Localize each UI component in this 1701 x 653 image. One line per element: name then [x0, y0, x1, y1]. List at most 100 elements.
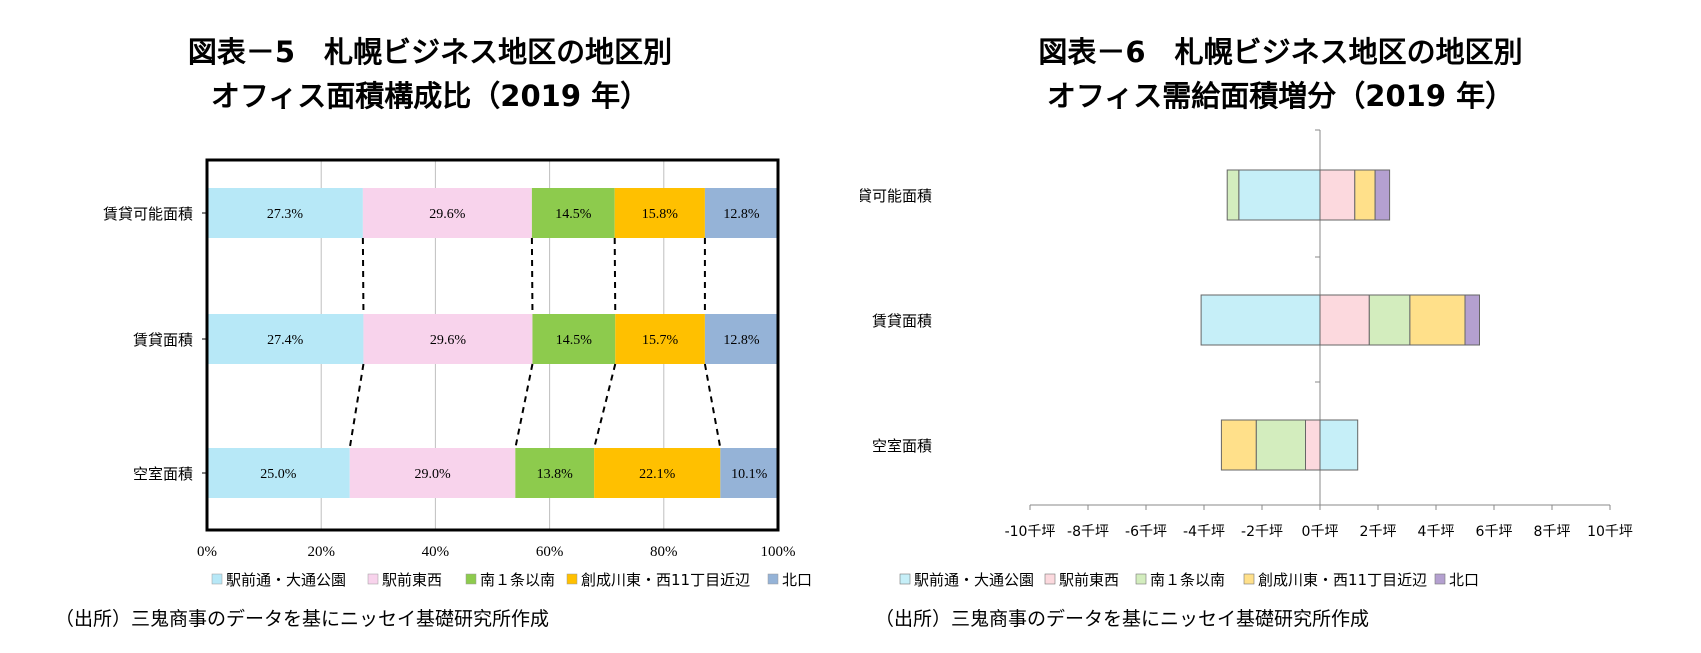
legend-label: 南１条以南 [480, 571, 555, 589]
legend-swatch [1135, 573, 1147, 585]
bar-segment [1409, 294, 1466, 346]
bar-segment [1305, 419, 1321, 471]
bar-segment [1226, 169, 1240, 221]
bar-segment [704, 314, 778, 364]
y-category-label: 空室面積 [133, 465, 193, 483]
series-connector-line [703, 363, 722, 449]
x-tick-label: -4千坪 [1183, 524, 1225, 540]
series-connector-line [348, 363, 365, 449]
y-category-label: 空室面積 [872, 437, 932, 455]
data-label: 29.6% [429, 207, 466, 222]
bar-segment [1374, 169, 1391, 221]
x-tick-label: 80% [650, 544, 678, 560]
series-connector-line [613, 237, 617, 315]
series-connector-line [514, 363, 534, 449]
bar-segment [207, 448, 350, 498]
x-tick-label: 60% [536, 544, 564, 560]
legend-label: 北口 [782, 571, 812, 589]
x-tick-label: -8千坪 [1067, 524, 1109, 540]
data-label: 15.7% [642, 333, 679, 348]
bar-segment [207, 314, 364, 364]
x-tick-label: 20% [307, 544, 335, 560]
data-label: 27.4% [267, 333, 304, 348]
y-category-label: 賃貸可能面積 [103, 205, 193, 223]
legend-swatch [566, 573, 578, 585]
chart-subtitle: オフィス面積構成比（2019 年） [210, 79, 650, 113]
data-label: 22.1% [639, 467, 676, 482]
chart-title: 図表－5 札幌ビジネス地区の地区別 [187, 35, 673, 69]
x-tick-label: 0千坪 [1302, 524, 1339, 540]
legend-label: 駅前通・大通公園 [914, 571, 1034, 589]
bar-segment [207, 188, 363, 238]
bar-segment [614, 188, 705, 238]
bar-segment [1238, 169, 1321, 221]
legend-label: 駅前東西 [1059, 571, 1119, 589]
x-tick-label: 0% [197, 544, 217, 560]
legend-swatch [767, 573, 779, 585]
data-label: 15.8% [642, 207, 679, 222]
chart-subtitle: オフィス需給面積増分（2019 年） [1046, 79, 1515, 113]
chart-title: 図表－6 札幌ビジネス地区の地区別 [1038, 35, 1523, 69]
data-label: 27.3% [267, 207, 304, 222]
series-connector-line [361, 237, 365, 315]
legend-swatch [1044, 573, 1056, 585]
bar-segment [1354, 169, 1376, 221]
bar-segment [720, 448, 778, 498]
bar-segment [1319, 419, 1359, 471]
supply-demand-increment-chart: -10千坪 -8千坪 -6千坪 -4千坪 -2千坪 0千坪 2千坪 4千坪 6千坪 8千坪 10千坪… [860, 129, 1633, 589]
data-label: 25.0% [260, 467, 297, 482]
x-tick-label: 8千坪 [1534, 524, 1571, 540]
bar-segment [1464, 294, 1480, 346]
data-label: 12.8% [723, 207, 760, 222]
bar-segment [515, 448, 595, 498]
bar-segment [1368, 294, 1411, 346]
source-note: （出所）三鬼商事のデータを基にニッセイ基礎研究所作成 [875, 608, 1370, 630]
data-label: 29.0% [414, 467, 451, 482]
legend-label: 創成川東・西11丁目近辺 [1258, 571, 1427, 589]
series-connector-line [530, 237, 534, 315]
bar-segment [363, 314, 533, 364]
bar-segment [615, 314, 705, 364]
bar-segment [1319, 169, 1356, 221]
bar-segment [349, 448, 516, 498]
bar-segment [1255, 419, 1307, 471]
data-label: 14.5% [555, 207, 592, 222]
y-category-label: 賃貸面積 [133, 331, 193, 349]
data-label: 14.5% [556, 333, 593, 348]
x-tick-label: 40% [422, 544, 450, 560]
figure-5-panel: 図表－5 札幌ビジネス地区の地区別 オフィス面積構成比（2019 年） 0% 20… [55, 35, 812, 630]
series-connector-line [593, 363, 617, 449]
x-tick-label: 6千坪 [1476, 524, 1513, 540]
legend-swatch [211, 573, 223, 585]
data-label: 10.1% [731, 467, 768, 482]
x-tick-label: -2千坪 [1241, 524, 1283, 540]
plot-frame [205, 158, 780, 532]
bar-segment [1220, 419, 1257, 471]
legend-swatch [899, 573, 911, 585]
x-tick-label: 2千坪 [1360, 524, 1397, 540]
legend-label: 北口 [1449, 571, 1479, 589]
legend-swatch [367, 573, 379, 585]
bar-segment [362, 188, 532, 238]
composition-ratio-chart: 0% 20% 40% 60% 80% 100% 27.3% 29.6% 14.5% 15.8% 12… [103, 158, 812, 589]
data-label: 12.8% [723, 333, 760, 348]
bar-segment [531, 188, 615, 238]
legend-label: 南１条以南 [1150, 571, 1225, 589]
x-tick-label: 10千坪 [1587, 524, 1633, 540]
data-label: 13.8% [537, 467, 574, 482]
legend-swatch [465, 573, 477, 585]
x-tick-label: -6千坪 [1125, 524, 1167, 540]
legend-swatch [1243, 573, 1255, 585]
y-category-label: 賃貸面積 [872, 312, 932, 330]
x-tick-label: 100% [761, 544, 796, 560]
x-tick-label: 4千坪 [1418, 524, 1455, 540]
legend-label: 駅前東西 [382, 571, 442, 589]
figure-6-panel: 図表－6 札幌ビジネス地区の地区別 オフィス需給面積増分（2019 年） -10… [860, 0, 1701, 653]
bar-segment [1200, 294, 1321, 346]
source-note: （出所）三鬼商事のデータを基にニッセイ基礎研究所作成 [55, 608, 550, 630]
bar-segment [594, 448, 721, 498]
legend-label: 創成川東・西11丁目近辺 [581, 571, 750, 589]
legend-label: 駅前通・大通公園 [226, 571, 346, 589]
bar-segment [704, 188, 778, 238]
data-label: 29.6% [430, 333, 467, 348]
